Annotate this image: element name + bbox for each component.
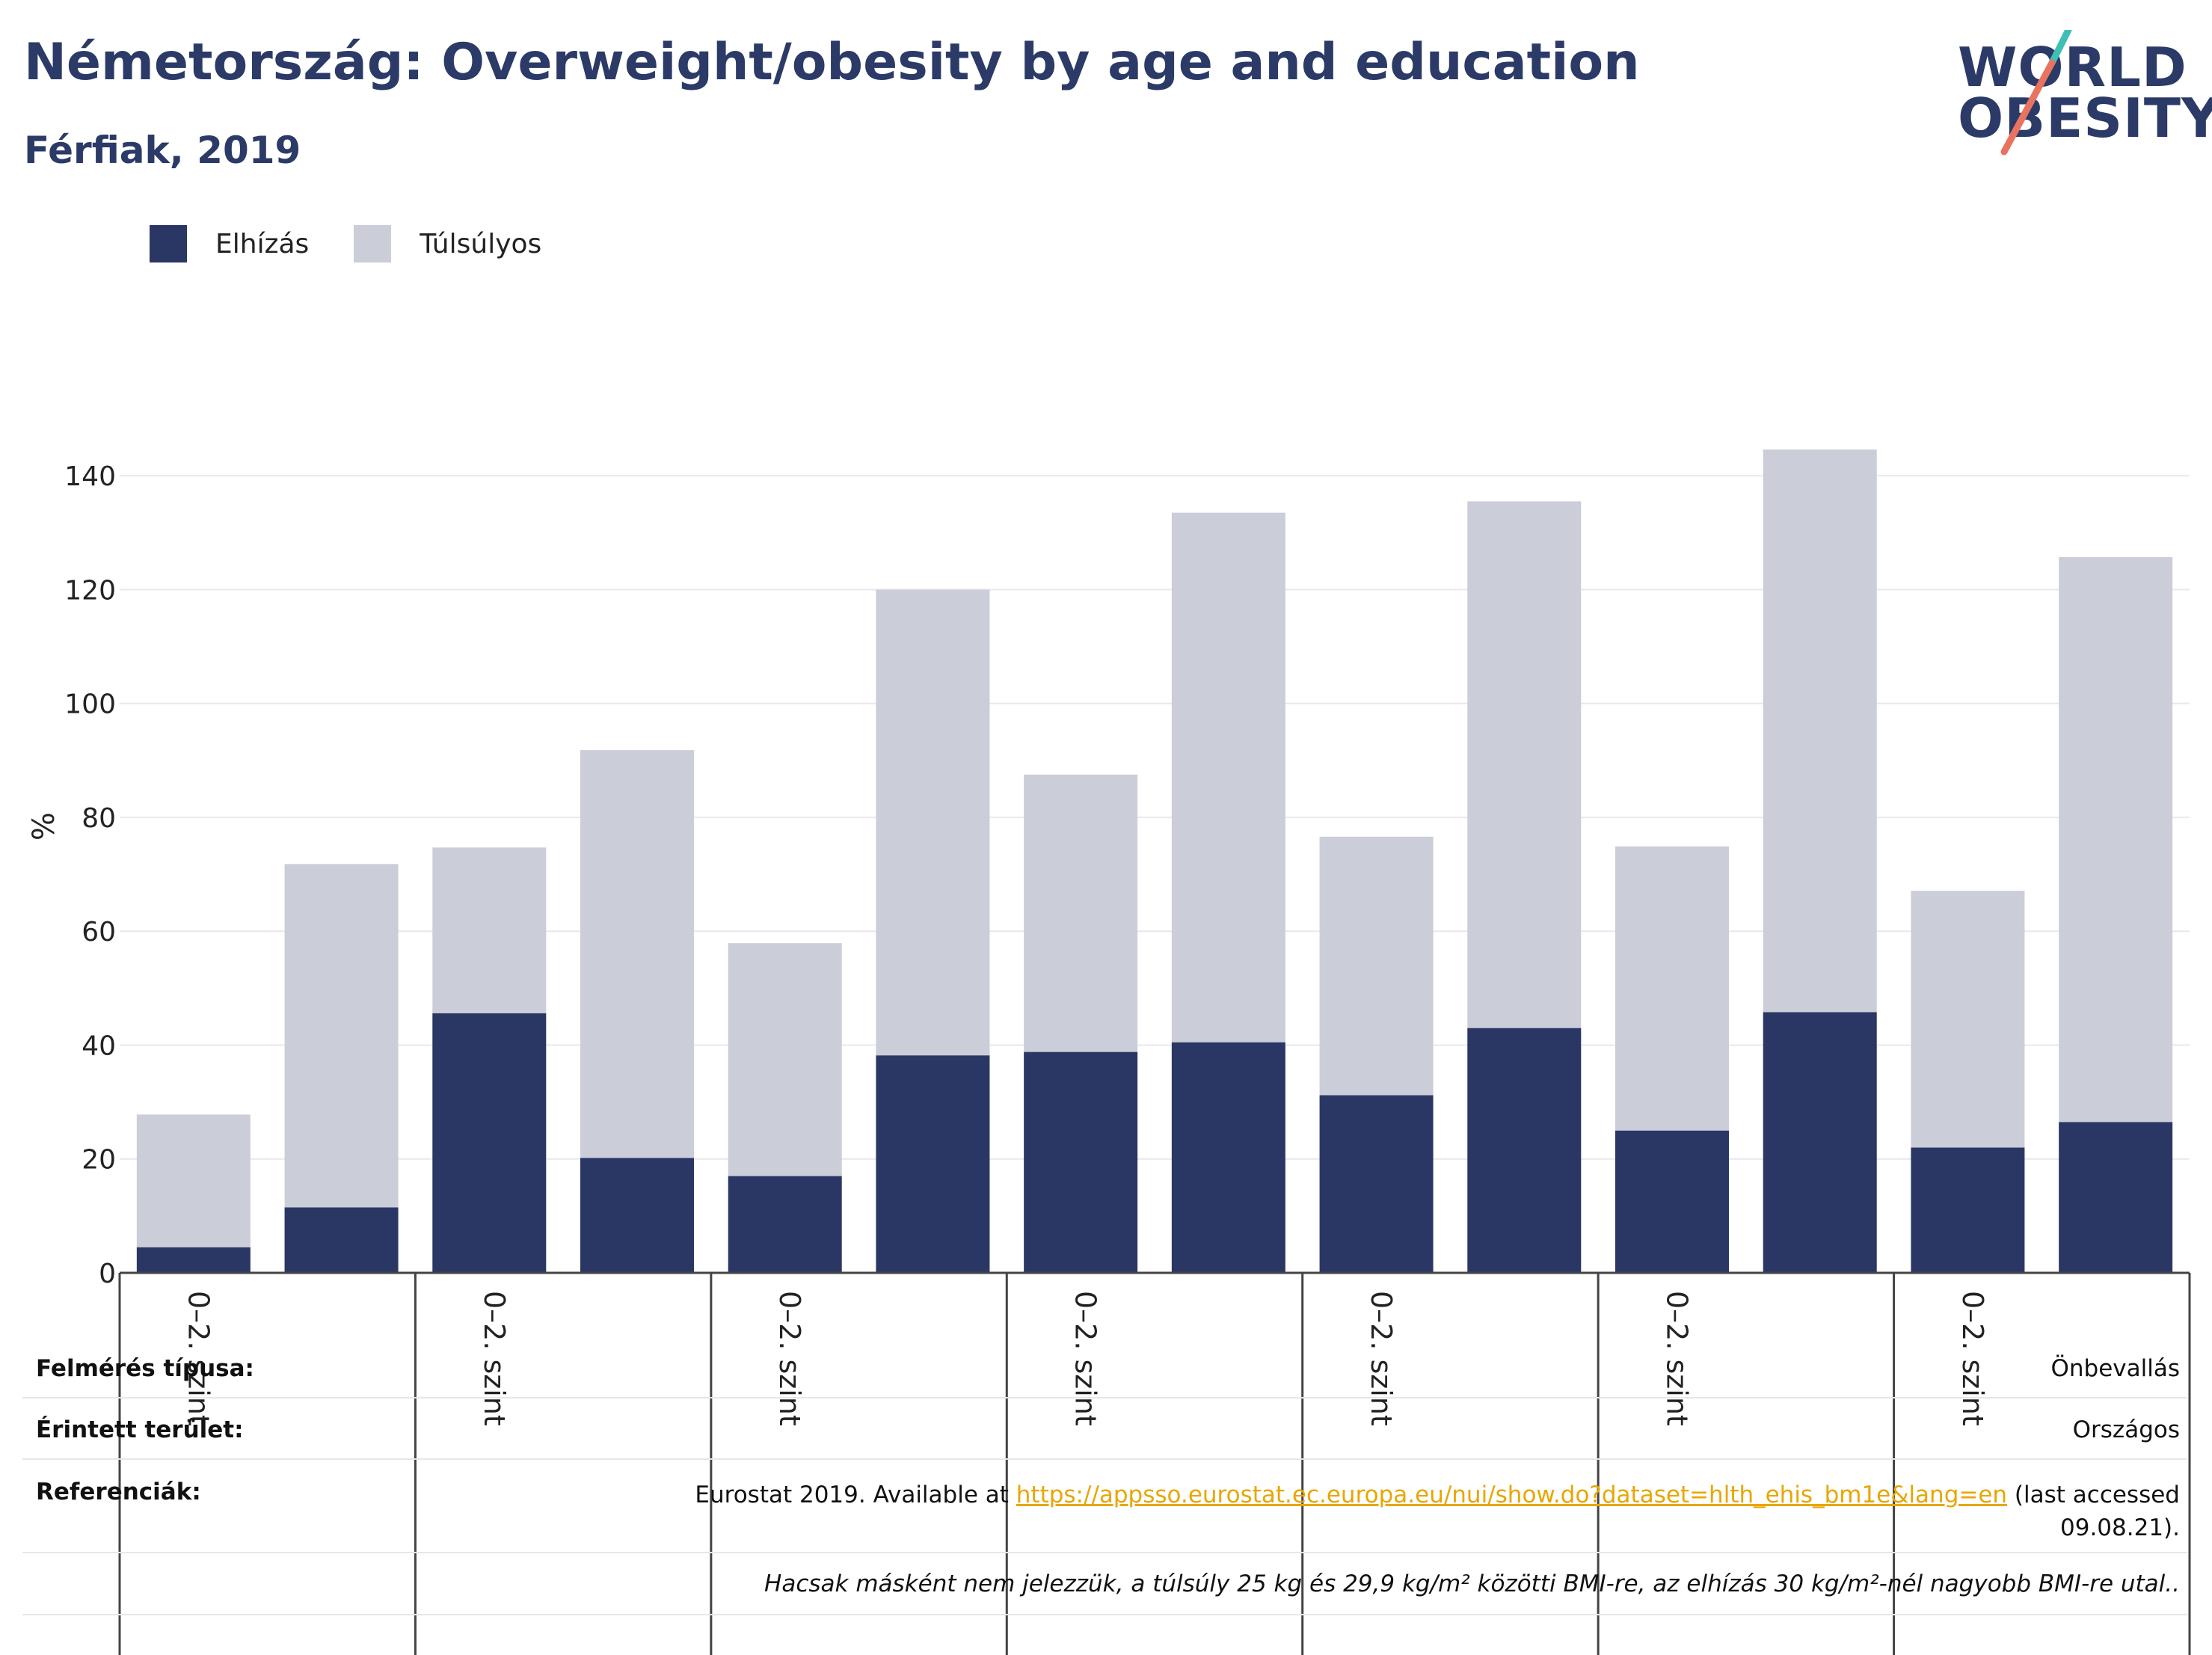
legend-swatch-overweight bbox=[354, 225, 392, 262]
area-row: Érintett terület: Országos bbox=[22, 1416, 2180, 1454]
survey-type-value: Önbevallás bbox=[2050, 1355, 2180, 1382]
logo-line-2: OBESITY bbox=[1958, 87, 2212, 150]
reference-accessed: (last accessed bbox=[2007, 1481, 2180, 1508]
bar-obesity bbox=[1171, 1042, 1285, 1273]
bar-obesity bbox=[1911, 1147, 2025, 1273]
x-group-label: 0–2. szint bbox=[1069, 1291, 1102, 1426]
reference-date: 09.08.21). bbox=[2060, 1514, 2180, 1541]
legend-label-obesity: Elhízás bbox=[215, 228, 310, 260]
references-label: Referenciák: bbox=[36, 1479, 201, 1505]
bar-overweight bbox=[1024, 774, 1138, 1052]
bar-overweight bbox=[1171, 512, 1285, 1043]
legend-swatch-obesity bbox=[150, 225, 187, 262]
bar-obesity bbox=[1467, 1028, 1582, 1273]
x-group-label: 0–2. szint bbox=[478, 1291, 511, 1426]
bar-obesity bbox=[1615, 1130, 1729, 1273]
survey-type-label: Felmérés típusa: bbox=[36, 1355, 254, 1382]
chart-subtitle: Férfiak, 2019 bbox=[24, 129, 301, 172]
bar-obesity bbox=[1319, 1095, 1434, 1273]
area-label: Érintett terület: bbox=[36, 1416, 244, 1443]
meta-divider bbox=[22, 1397, 2187, 1398]
bar-overweight bbox=[1615, 846, 1729, 1131]
bar-obesity bbox=[1763, 1012, 1877, 1273]
y-axis-label: % bbox=[27, 812, 61, 841]
bar-overweight bbox=[2059, 557, 2173, 1123]
bar-overweight bbox=[1911, 891, 2025, 1148]
note-row: Hacsak másként nem jelezzük, a túlsúly 2… bbox=[22, 1570, 2180, 1608]
definition-note: Hacsak másként nem jelezzük, a túlsúly 2… bbox=[764, 1570, 2180, 1597]
bar-overweight bbox=[432, 847, 547, 1013]
y-tick-label: 80 bbox=[82, 803, 116, 834]
bar-overweight bbox=[580, 750, 694, 1158]
bar-overweight bbox=[1467, 501, 1582, 1028]
logo-line-1: WORLD bbox=[1958, 36, 2187, 99]
meta-divider bbox=[22, 1614, 2187, 1615]
world-obesity-logo: WORLD OBESITY bbox=[1952, 30, 2212, 161]
survey-type-row: Felmérés típusa: Önbevallás bbox=[22, 1355, 2180, 1393]
references-row: Referenciák: Eurostat 2019. Available at… bbox=[22, 1479, 2180, 1541]
x-group-label: 0–2. szint bbox=[773, 1291, 806, 1426]
reference-link[interactable]: https://appsso.eurostat.ec.europa.eu/nui… bbox=[1016, 1481, 2008, 1508]
bar-obesity bbox=[136, 1247, 251, 1273]
y-tick-label: 20 bbox=[82, 1145, 116, 1176]
bar-obesity bbox=[284, 1207, 399, 1273]
legend: Elhízás Túlsúlyos bbox=[150, 224, 586, 263]
y-tick-label: 40 bbox=[82, 1031, 116, 1061]
y-tick-label: 120 bbox=[64, 575, 116, 606]
reference-text: Eurostat 2019. Available at bbox=[695, 1481, 1016, 1508]
meta-divider bbox=[22, 1552, 2187, 1553]
bar-overweight bbox=[1319, 836, 1434, 1096]
x-group-label: 0–2. szint bbox=[1365, 1291, 1398, 1426]
bar-obesity bbox=[876, 1055, 990, 1273]
y-tick-label: 140 bbox=[64, 461, 116, 492]
bar-obesity bbox=[2059, 1122, 2173, 1273]
x-group-label: 0–2. szint bbox=[1661, 1291, 1694, 1426]
y-tick-label: 60 bbox=[82, 917, 116, 948]
bar-obesity bbox=[432, 1013, 547, 1273]
meta-divider bbox=[22, 1458, 2187, 1460]
area-value: Országos bbox=[2072, 1416, 2180, 1443]
bar-overweight bbox=[1763, 449, 1877, 1013]
legend-label-overweight: Túlsúlyos bbox=[420, 228, 542, 260]
references-value: Eurostat 2019. Available at https://apps… bbox=[695, 1479, 2180, 1544]
bar-obesity bbox=[1024, 1051, 1138, 1273]
bar-overweight bbox=[876, 589, 990, 1056]
bar-obesity bbox=[580, 1158, 694, 1273]
bar-overweight bbox=[284, 864, 399, 1208]
x-group-label: 0–2. szint bbox=[1956, 1291, 1989, 1426]
bar-obesity bbox=[728, 1176, 842, 1273]
chart-title: Németország: Overweight/obesity by age a… bbox=[24, 33, 1640, 92]
x-group-label: 0–2. szint bbox=[182, 1291, 215, 1426]
y-tick-label: 100 bbox=[64, 690, 116, 720]
bar-overweight bbox=[136, 1114, 251, 1247]
y-tick-label: 0 bbox=[99, 1259, 116, 1289]
bar-overweight bbox=[728, 943, 842, 1176]
logo-slash-icon bbox=[2000, 30, 2072, 156]
